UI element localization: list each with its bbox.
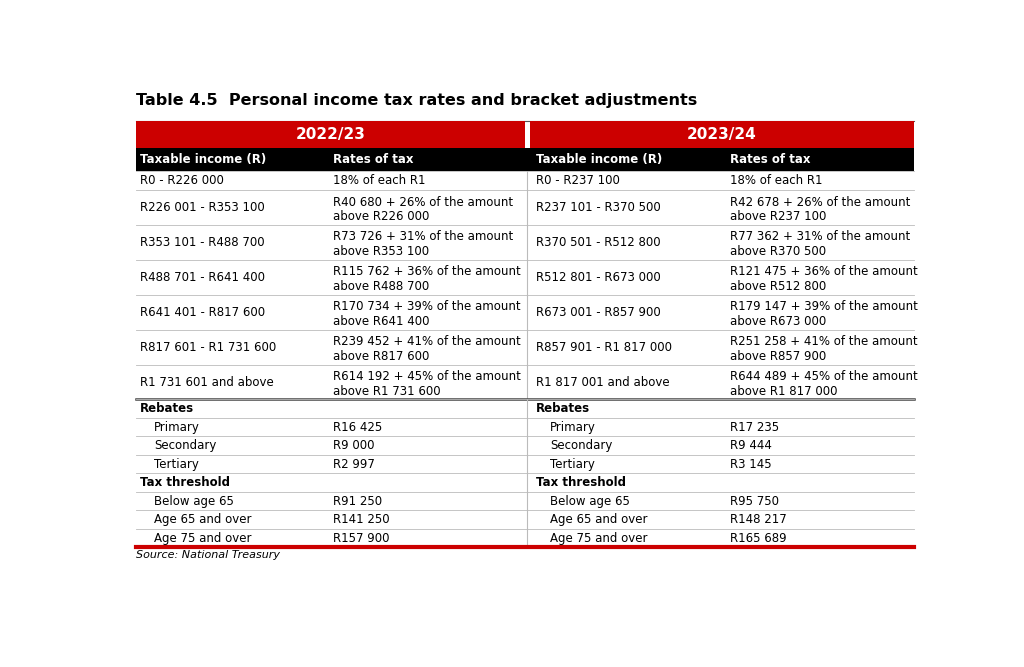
Text: R614 192 + 45% of the amount: R614 192 + 45% of the amount bbox=[333, 370, 520, 383]
Text: Secondary: Secondary bbox=[155, 439, 216, 452]
Bar bbox=[529, 121, 913, 148]
Text: above R1 731 600: above R1 731 600 bbox=[333, 385, 440, 398]
Text: above R857 900: above R857 900 bbox=[729, 350, 825, 363]
Text: Tax threshold: Tax threshold bbox=[536, 476, 626, 489]
Text: 18% of each R1: 18% of each R1 bbox=[729, 174, 822, 187]
Text: R170 734 + 39% of the amount: R170 734 + 39% of the amount bbox=[333, 300, 520, 313]
Text: Rebates: Rebates bbox=[536, 402, 590, 416]
Text: R148 217: R148 217 bbox=[729, 513, 786, 526]
Text: R226 001 - R353 100: R226 001 - R353 100 bbox=[140, 201, 264, 214]
Text: Taxable income (R): Taxable income (R) bbox=[536, 153, 663, 166]
Text: above R512 800: above R512 800 bbox=[729, 280, 825, 293]
Text: above R817 600: above R817 600 bbox=[333, 350, 429, 363]
Text: R179 147 + 39% of the amount: R179 147 + 39% of the amount bbox=[729, 300, 918, 313]
Text: Taxable income (R): Taxable income (R) bbox=[140, 153, 266, 166]
Text: R95 750: R95 750 bbox=[729, 495, 778, 508]
Text: R115 762 + 36% of the amount: R115 762 + 36% of the amount bbox=[333, 265, 520, 278]
Text: Age 65 and over: Age 65 and over bbox=[155, 513, 252, 526]
Text: R121 475 + 36% of the amount: R121 475 + 36% of the amount bbox=[729, 265, 918, 278]
Text: R17 235: R17 235 bbox=[729, 421, 778, 434]
Text: R16 425: R16 425 bbox=[333, 421, 382, 434]
Text: Tax threshold: Tax threshold bbox=[140, 476, 230, 489]
Text: R237 101 - R370 500: R237 101 - R370 500 bbox=[536, 201, 660, 214]
Text: Below age 65: Below age 65 bbox=[155, 495, 234, 508]
Text: above R353 100: above R353 100 bbox=[333, 245, 429, 258]
Text: R370 501 - R512 800: R370 501 - R512 800 bbox=[536, 236, 660, 249]
Text: R353 101 - R488 700: R353 101 - R488 700 bbox=[140, 236, 264, 249]
Text: R2 997: R2 997 bbox=[333, 458, 375, 471]
Text: Below age 65: Below age 65 bbox=[550, 495, 630, 508]
Text: Age 75 and over: Age 75 and over bbox=[155, 532, 252, 545]
Text: R77 362 + 31% of the amount: R77 362 + 31% of the amount bbox=[729, 231, 909, 243]
Text: R488 701 - R641 400: R488 701 - R641 400 bbox=[140, 271, 265, 283]
Text: above R488 700: above R488 700 bbox=[333, 280, 429, 293]
Text: above R1 817 000: above R1 817 000 bbox=[729, 385, 837, 398]
Text: R9 000: R9 000 bbox=[333, 439, 374, 452]
Text: Age 65 and over: Age 65 and over bbox=[550, 513, 648, 526]
Text: R644 489 + 45% of the amount: R644 489 + 45% of the amount bbox=[729, 370, 918, 383]
Text: R141 250: R141 250 bbox=[333, 513, 389, 526]
Text: above R641 400: above R641 400 bbox=[333, 315, 429, 328]
Text: above R237 100: above R237 100 bbox=[729, 210, 826, 223]
Text: Tertiary: Tertiary bbox=[550, 458, 595, 471]
Text: Tertiary: Tertiary bbox=[155, 458, 199, 471]
Text: Table 4.5  Personal income tax rates and bracket adjustments: Table 4.5 Personal income tax rates and … bbox=[136, 93, 697, 108]
Text: above R226 000: above R226 000 bbox=[333, 210, 429, 223]
Text: R42 678 + 26% of the amount: R42 678 + 26% of the amount bbox=[729, 195, 910, 209]
Text: R239 452 + 41% of the amount: R239 452 + 41% of the amount bbox=[333, 336, 520, 348]
Text: Primary: Primary bbox=[550, 421, 596, 434]
Bar bbox=[136, 148, 913, 171]
Bar bbox=[136, 121, 524, 148]
Text: R73 726 + 31% of the amount: R73 726 + 31% of the amount bbox=[333, 231, 513, 243]
Text: R857 901 - R1 817 000: R857 901 - R1 817 000 bbox=[536, 341, 672, 354]
Text: above R673 000: above R673 000 bbox=[729, 315, 825, 328]
Text: Rebates: Rebates bbox=[140, 402, 194, 416]
Text: 2023/24: 2023/24 bbox=[687, 127, 757, 142]
Text: R3 145: R3 145 bbox=[729, 458, 771, 471]
Text: Age 75 and over: Age 75 and over bbox=[550, 532, 648, 545]
Text: R0 - R237 100: R0 - R237 100 bbox=[536, 174, 620, 187]
Text: R512 801 - R673 000: R512 801 - R673 000 bbox=[536, 271, 660, 283]
Text: Rates of tax: Rates of tax bbox=[333, 153, 414, 166]
Text: R9 444: R9 444 bbox=[729, 439, 771, 452]
Text: R817 601 - R1 731 600: R817 601 - R1 731 600 bbox=[140, 341, 276, 354]
Text: 2022/23: 2022/23 bbox=[296, 127, 366, 142]
Text: R251 258 + 41% of the amount: R251 258 + 41% of the amount bbox=[729, 336, 918, 348]
Text: Secondary: Secondary bbox=[550, 439, 612, 452]
Text: Primary: Primary bbox=[155, 421, 200, 434]
Text: R0 - R226 000: R0 - R226 000 bbox=[140, 174, 224, 187]
Text: R91 250: R91 250 bbox=[333, 495, 382, 508]
Text: Source: National Treasury: Source: National Treasury bbox=[136, 550, 280, 560]
Text: R1 817 001 and above: R1 817 001 and above bbox=[536, 376, 670, 389]
Text: R157 900: R157 900 bbox=[333, 532, 389, 545]
Text: R1 731 601 and above: R1 731 601 and above bbox=[140, 376, 273, 389]
Text: R165 689: R165 689 bbox=[729, 532, 786, 545]
Text: R641 401 - R817 600: R641 401 - R817 600 bbox=[140, 305, 265, 319]
Text: R673 001 - R857 900: R673 001 - R857 900 bbox=[536, 305, 660, 319]
Text: 18% of each R1: 18% of each R1 bbox=[333, 174, 425, 187]
Text: R40 680 + 26% of the amount: R40 680 + 26% of the amount bbox=[333, 195, 513, 209]
Text: above R370 500: above R370 500 bbox=[729, 245, 825, 258]
Text: Rates of tax: Rates of tax bbox=[729, 153, 810, 166]
